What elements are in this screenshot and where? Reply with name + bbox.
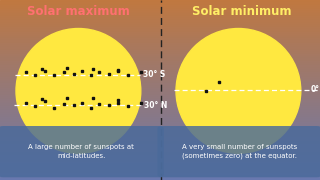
Bar <box>0 155 320 158</box>
Bar <box>0 142 320 144</box>
Text: Solar minimum: Solar minimum <box>192 5 291 18</box>
Bar <box>0 169 320 171</box>
Bar <box>0 72 320 74</box>
Bar <box>0 158 320 160</box>
Bar <box>0 22 320 25</box>
Text: Solar maximum: Solar maximum <box>27 5 130 18</box>
Bar <box>0 140 320 142</box>
Bar <box>0 81 320 83</box>
Bar <box>0 133 320 135</box>
Bar <box>0 52 320 54</box>
Bar <box>0 11 320 14</box>
Bar <box>0 25 320 27</box>
Bar <box>0 130 320 133</box>
Bar <box>0 171 320 173</box>
Bar <box>0 101 320 104</box>
Bar <box>0 146 320 148</box>
Bar <box>0 63 320 65</box>
Bar <box>0 128 320 130</box>
Bar <box>0 70 320 72</box>
Bar <box>0 50 320 52</box>
Bar <box>0 176 320 178</box>
Bar <box>0 166 320 169</box>
Bar <box>0 126 320 128</box>
Bar <box>0 117 320 119</box>
Bar <box>0 40 320 43</box>
Text: 0°: 0° <box>310 86 319 94</box>
Bar <box>0 112 320 115</box>
Bar <box>0 54 320 56</box>
Bar <box>0 88 320 90</box>
Bar <box>0 29 320 31</box>
Ellipse shape <box>176 28 301 153</box>
Bar <box>0 74 320 76</box>
Bar <box>0 151 320 153</box>
FancyBboxPatch shape <box>0 126 164 177</box>
Text: A very small number of sunspots
(sometimes zero) at the equator.: A very small number of sunspots (sometim… <box>182 144 297 159</box>
Bar <box>0 90 320 92</box>
Bar <box>0 79 320 81</box>
Bar <box>0 45 320 47</box>
Bar <box>0 43 320 45</box>
Bar <box>0 106 320 108</box>
Bar <box>0 103 320 106</box>
Bar <box>0 4 320 7</box>
Bar <box>0 115 320 117</box>
Bar <box>0 108 320 110</box>
Bar <box>0 0 320 2</box>
Bar <box>0 160 320 162</box>
Bar <box>0 18 320 20</box>
Bar <box>0 153 320 155</box>
Bar <box>0 76 320 79</box>
Bar <box>0 47 320 50</box>
Bar <box>0 7 320 9</box>
Bar <box>0 144 320 146</box>
Bar <box>0 135 320 137</box>
Bar <box>0 9 320 11</box>
Bar <box>0 99 320 101</box>
Bar <box>0 16 320 18</box>
Bar <box>0 137 320 140</box>
Bar <box>0 173 320 176</box>
Bar <box>0 162 320 164</box>
Bar <box>0 164 320 166</box>
Bar <box>0 14 320 16</box>
FancyBboxPatch shape <box>157 126 320 177</box>
Bar <box>0 20 320 22</box>
Bar <box>0 110 320 112</box>
Bar <box>0 34 320 36</box>
Ellipse shape <box>16 28 141 153</box>
Bar <box>0 124 320 126</box>
Text: 30° S: 30° S <box>143 70 166 79</box>
Bar <box>0 178 320 180</box>
Bar <box>0 68 320 70</box>
Bar <box>0 94 320 97</box>
Bar <box>0 58 320 61</box>
Bar <box>0 2 320 4</box>
Bar <box>0 38 320 40</box>
Bar <box>0 65 320 68</box>
Bar <box>0 36 320 38</box>
Bar <box>0 92 320 94</box>
Bar <box>0 31 320 34</box>
Bar <box>0 27 320 29</box>
Bar <box>0 97 320 99</box>
Bar <box>0 56 320 58</box>
Bar <box>0 148 320 151</box>
Bar <box>0 119 320 122</box>
Text: 30° N: 30° N <box>144 101 167 110</box>
Bar <box>0 61 320 63</box>
Bar <box>0 86 320 88</box>
Text: A large number of sunspots at
mid-latitudes.: A large number of sunspots at mid-latitu… <box>28 144 134 159</box>
Bar <box>0 83 320 86</box>
Bar <box>0 122 320 124</box>
